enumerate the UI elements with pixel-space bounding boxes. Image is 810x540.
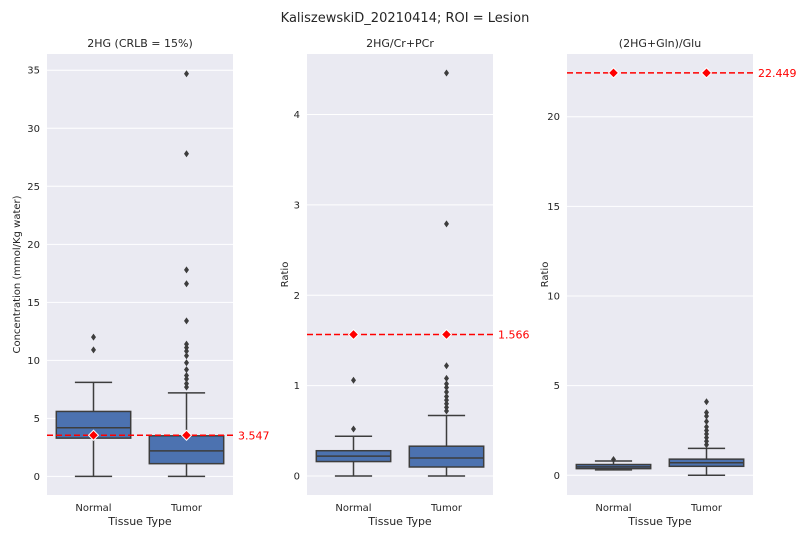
y-axis-label: Concentration (mmol/Kg water)	[12, 195, 23, 353]
outlier-point	[704, 426, 709, 434]
outlier-point	[704, 412, 709, 420]
outlier-point	[184, 280, 189, 288]
subplot-title: 2HG/Cr+PCr	[366, 37, 434, 50]
outlier-point	[704, 441, 709, 449]
reference-value-label: 22.449	[758, 67, 797, 80]
outlier-point	[444, 383, 449, 391]
outlier-point	[444, 403, 449, 411]
outlier-point	[184, 317, 189, 325]
outlier-point	[351, 376, 356, 384]
outlier-point	[444, 362, 449, 370]
reference-marker	[87, 429, 100, 441]
plot-area	[567, 54, 753, 495]
outlier-point	[704, 409, 709, 417]
outlier-point	[184, 380, 189, 388]
reference-marker	[180, 429, 193, 441]
y-tick-label: 0	[294, 472, 300, 483]
x-tick-label: Tumor	[690, 503, 723, 514]
x-tick-label: Normal	[335, 503, 371, 514]
subplot-2: 0 1 2 3 4 Normal Tumor 1.566 2HG/Cr+PCr Tissue Ty…	[280, 37, 530, 528]
x-tick-label: Normal	[75, 503, 111, 514]
y-tick-label: 30	[27, 124, 40, 135]
plot-area	[307, 54, 493, 495]
outlier-point	[704, 430, 709, 438]
y-tick-label: 10	[27, 356, 40, 367]
subplot-title: 2HG (CRLB = 15%)	[87, 37, 193, 50]
y-tick-label: 10	[547, 292, 560, 303]
outlier-point	[444, 380, 449, 388]
reference-marker	[700, 67, 713, 79]
outlier-point	[184, 371, 189, 379]
figure-suptitle: KaliszewskiD_20210414; ROI = Lesion	[281, 11, 530, 26]
x-axis-label: Tissue Type	[367, 515, 432, 528]
y-tick-label: 2	[294, 291, 300, 302]
y-tick-label: 15	[547, 202, 560, 213]
y-tick-label: 1	[294, 381, 300, 392]
subplot-title: (2HG+Gln)/Glu	[619, 37, 701, 50]
y-tick-label: 0	[34, 472, 40, 483]
outlier-point	[444, 374, 449, 382]
subplot-3: 0 5 10 15 20 Normal Tumor 22.449 (2HG+Gln)/Glu Ti…	[540, 37, 797, 528]
y-tick-label: 20	[547, 112, 560, 123]
y-tick-label: 15	[27, 298, 40, 309]
outlier-point	[444, 388, 449, 396]
outlier-point	[184, 266, 189, 274]
x-tick-label: Tumor	[430, 503, 463, 514]
outlier-point	[444, 400, 449, 408]
outlier-point	[444, 69, 449, 77]
x-tick-label: Tumor	[170, 503, 203, 514]
y-tick-label: 4	[294, 110, 300, 121]
outlier-point	[704, 398, 709, 406]
x-axis-label: Tissue Type	[107, 515, 172, 528]
outlier-point	[91, 333, 96, 341]
reference-marker	[607, 67, 620, 79]
outlier-point	[351, 425, 356, 433]
y-tick-label: 5	[554, 381, 560, 392]
outlier-point	[91, 346, 96, 354]
outlier-point	[444, 396, 449, 404]
y-tick-label: 25	[27, 182, 40, 193]
outlier-point	[184, 340, 189, 348]
outlier-point	[184, 352, 189, 360]
outlier-point	[704, 418, 709, 425]
y-axis-label: Ratio	[540, 262, 551, 288]
outlier-point	[444, 407, 449, 415]
x-tick-label: Normal	[595, 503, 631, 514]
outlier-point	[184, 150, 189, 158]
box-iqr	[408, 445, 485, 468]
outlier-point	[444, 220, 449, 228]
outlier-point	[184, 366, 189, 374]
y-tick-label: 20	[27, 240, 40, 251]
reference-marker	[440, 328, 453, 341]
y-tick-label: 35	[27, 66, 40, 77]
subplot-1: 0 5 10 15 20 25 30 35 Normal Tumor 3.547 2HG (CRLB …	[12, 37, 270, 528]
outlier-point	[704, 437, 709, 445]
reference-value-label: 1.566	[498, 329, 530, 342]
outlier-point	[444, 392, 449, 400]
y-axis-label: Ratio	[280, 262, 291, 288]
x-axis-label: Tissue Type	[627, 515, 692, 528]
y-tick-label: 0	[554, 471, 560, 482]
reference-marker	[347, 328, 360, 341]
outlier-point	[704, 434, 709, 442]
reference-value-label: 3.547	[238, 429, 270, 442]
outlier-point	[704, 423, 709, 431]
y-tick-label: 5	[34, 414, 40, 425]
outlier-point	[184, 70, 189, 78]
outlier-point	[184, 359, 189, 367]
outlier-point	[611, 456, 616, 464]
y-tick-label: 3	[294, 200, 300, 211]
